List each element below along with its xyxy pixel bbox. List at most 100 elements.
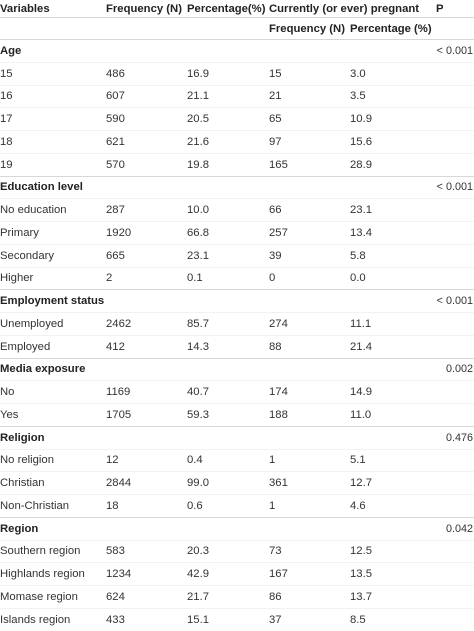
pregnant-percentage-cell: 23.1 — [350, 198, 434, 222]
pregnant-frequency-cell: 1 — [269, 448, 350, 472]
pregnant-percentage-cell: 5.8 — [350, 243, 434, 267]
p-empty-cell — [434, 607, 474, 631]
pregnant-percentage-cell: 12.7 — [350, 471, 434, 495]
frequency-cell: 486 — [106, 61, 187, 85]
frequency-cell: 412 — [106, 334, 187, 358]
header-row: Variables Frequency (N) Percentage(%) Cu… — [0, 0, 474, 18]
p-empty-cell — [434, 221, 474, 245]
pregnant-percentage-cell: 0.0 — [350, 266, 434, 290]
header-pregnant-group: Currently (or ever) pregnant — [269, 0, 434, 18]
p-empty-cell — [434, 539, 474, 563]
category-row: Region 0.042 — [0, 516, 474, 540]
p-empty-cell — [434, 84, 474, 108]
row-label: 19 — [0, 152, 106, 176]
p-value: 0.476 — [434, 425, 474, 449]
table-row: Employed 412 14.3 88 21.4 — [0, 334, 474, 358]
table-row: 15 486 16.9 15 3.0 — [0, 61, 474, 85]
pregnant-percentage-cell: 21.4 — [350, 334, 434, 358]
frequency-cell: 2844 — [106, 471, 187, 495]
percentage-cell: 85.7 — [187, 312, 269, 336]
row-label: Unemployed — [0, 312, 106, 336]
category-empty-cell — [187, 175, 269, 199]
p-value: 0.042 — [434, 516, 474, 540]
category-empty-cell — [269, 175, 350, 199]
category-label: Age — [0, 39, 106, 63]
pregnant-frequency-cell: 73 — [269, 539, 350, 563]
frequency-cell: 583 — [106, 539, 187, 563]
frequency-cell: 12 — [106, 448, 187, 472]
row-label: Southern region — [0, 539, 106, 563]
p-empty-cell — [434, 471, 474, 495]
table-row: Higher 2 0.1 0 0.0 — [0, 266, 474, 290]
p-empty-cell — [434, 198, 474, 222]
pregnant-frequency-cell: 66 — [269, 198, 350, 222]
pregnant-frequency-cell: 39 — [269, 243, 350, 267]
table-row: Non-Christian 18 0.6 1 4.6 — [0, 494, 474, 518]
frequency-cell: 665 — [106, 243, 187, 267]
category-label: Media exposure — [0, 357, 106, 381]
percentage-cell: 14.3 — [187, 334, 269, 358]
category-row: Age < 0.001 — [0, 39, 474, 63]
row-label: Momase region — [0, 585, 106, 609]
p-value: < 0.001 — [434, 289, 474, 313]
p-empty-cell — [434, 334, 474, 358]
row-label: Primary — [0, 221, 106, 245]
pregnant-frequency-cell: 257 — [269, 221, 350, 245]
table-row: 17 590 20.5 65 10.9 — [0, 107, 474, 131]
table-row: Momase region 624 21.7 86 13.7 — [0, 585, 474, 609]
table-row: No 1169 40.7 174 14.9 — [0, 380, 474, 404]
pregnant-percentage-cell: 4.6 — [350, 494, 434, 518]
percentage-cell: 21.1 — [187, 84, 269, 108]
pregnant-frequency-cell: 174 — [269, 380, 350, 404]
pregnant-frequency-cell: 88 — [269, 334, 350, 358]
category-empty-cell — [350, 425, 434, 449]
subheader-empty — [106, 17, 187, 40]
table-row: Highlands region 1234 42.9 167 13.5 — [0, 562, 474, 586]
row-label: Higher — [0, 266, 106, 290]
row-label: 15 — [0, 61, 106, 85]
percentage-cell: 20.3 — [187, 539, 269, 563]
pregnant-percentage-cell: 15.6 — [350, 130, 434, 154]
category-empty-cell — [106, 289, 187, 313]
pregnant-percentage-cell: 11.1 — [350, 312, 434, 336]
frequency-cell: 570 — [106, 152, 187, 176]
pregnant-frequency-cell: 21 — [269, 84, 350, 108]
frequency-cell: 2462 — [106, 312, 187, 336]
subheader-row: Frequency (N) Percentage (%) — [0, 17, 474, 40]
pregnant-frequency-cell: 15 — [269, 61, 350, 85]
percentage-cell: 0.4 — [187, 448, 269, 472]
category-empty-cell — [106, 425, 187, 449]
row-label: Highlands region — [0, 562, 106, 586]
table-row: Southern region 583 20.3 73 12.5 — [0, 539, 474, 563]
p-empty-cell — [434, 130, 474, 154]
percentage-cell: 16.9 — [187, 61, 269, 85]
percentage-cell: 66.8 — [187, 221, 269, 245]
category-row: Religion 0.476 — [0, 425, 474, 449]
percentage-cell: 21.6 — [187, 130, 269, 154]
header-p: P — [436, 2, 444, 15]
row-label: 17 — [0, 107, 106, 131]
p-empty-cell — [434, 266, 474, 290]
pregnant-frequency-cell: 165 — [269, 152, 350, 176]
pregnant-frequency-cell: 188 — [269, 403, 350, 427]
table-row: 16 607 21.1 21 3.5 — [0, 84, 474, 108]
p-value: 0.002 — [434, 357, 474, 381]
category-row: Media exposure 0.002 — [0, 357, 474, 381]
subheader-frequency: Frequency (N) — [269, 17, 350, 40]
p-empty-cell — [434, 61, 474, 85]
header-frequency: Frequency (N) — [106, 2, 182, 15]
pregnant-frequency-cell: 65 — [269, 107, 350, 131]
table-row: Primary 1920 66.8 257 13.4 — [0, 221, 474, 245]
category-empty-cell — [350, 175, 434, 199]
percentage-cell: 21.7 — [187, 585, 269, 609]
pregnant-percentage-cell: 12.5 — [350, 539, 434, 563]
category-empty-cell — [269, 289, 350, 313]
p-empty-cell — [434, 494, 474, 518]
percentage-cell: 99.0 — [187, 471, 269, 495]
frequency-cell: 607 — [106, 84, 187, 108]
frequency-cell: 1705 — [106, 403, 187, 427]
p-empty-cell — [434, 585, 474, 609]
percentage-cell: 0.6 — [187, 494, 269, 518]
category-empty-cell — [187, 425, 269, 449]
category-label: Region — [0, 516, 106, 540]
